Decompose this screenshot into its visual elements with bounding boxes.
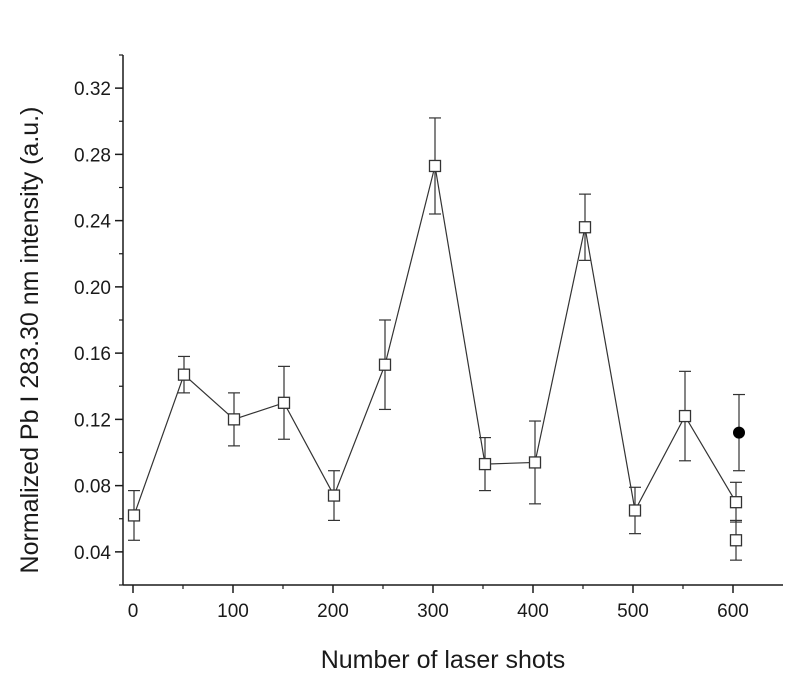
y-tick-label: 0.12 <box>74 410 111 431</box>
data-point <box>528 456 542 469</box>
y-tick-label: 0.08 <box>74 477 111 498</box>
data-point <box>729 534 743 547</box>
series-2 <box>733 393 745 472</box>
x-tick-label: 200 <box>317 601 349 622</box>
data-point <box>733 426 745 439</box>
series-1 <box>729 519 743 561</box>
x-tick-label: 400 <box>517 601 549 622</box>
data-point <box>729 496 743 509</box>
x-tick-label: 100 <box>217 601 249 622</box>
y-axis-title: Normalized Pb I 283.30 nm intensity (a.u… <box>16 107 44 574</box>
y-tick-label: 0.20 <box>74 278 111 299</box>
data-point <box>327 489 341 502</box>
series-line <box>133 165 737 516</box>
series-layer <box>127 117 745 561</box>
data-point <box>177 368 191 381</box>
y-tick-label: 0.04 <box>74 543 111 564</box>
x-tick-label: 500 <box>617 601 649 622</box>
data-point <box>127 509 141 522</box>
x-axis-ticks: 0 100 200 300 400 500 600 <box>128 585 749 622</box>
data-point <box>628 504 642 517</box>
data-point <box>478 457 492 471</box>
data-point <box>227 413 241 426</box>
x-tick-label: 300 <box>417 601 449 622</box>
x-tick-label: 0 <box>128 601 139 622</box>
plot-area: 0.04 0.08 0.12 0.16 0.20 0.24 0.28 0.32 0 100 200… <box>74 54 783 622</box>
data-point <box>378 358 392 371</box>
data-point <box>277 396 291 409</box>
y-axis-ticks: 0.04 0.08 0.12 0.16 0.20 0.24 0.28 0.32 <box>74 54 123 586</box>
y-tick-label: 0.16 <box>74 344 111 365</box>
data-point <box>578 221 592 234</box>
y-tick-label: 0.28 <box>74 145 111 166</box>
series-0 <box>127 117 743 541</box>
data-point <box>428 159 442 173</box>
x-axis-title: Number of laser shots <box>321 646 566 673</box>
x-tick-label: 600 <box>717 601 749 622</box>
data-point <box>678 409 692 423</box>
y-tick-label: 0.32 <box>74 79 111 100</box>
y-tick-label: 0.24 <box>74 212 111 233</box>
